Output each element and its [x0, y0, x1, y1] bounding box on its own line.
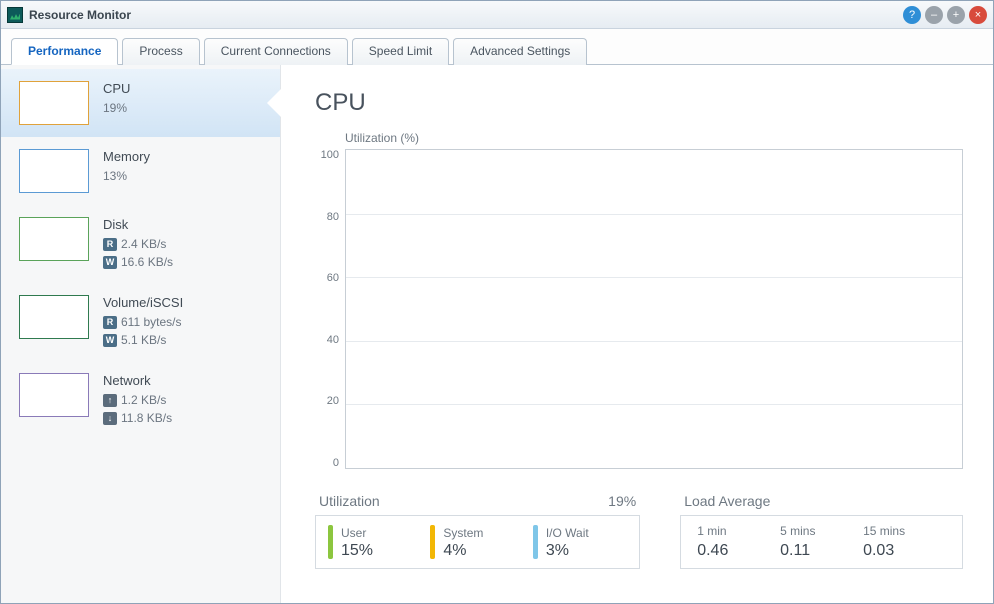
sidebar-item-value: W 16.6 KB/s	[103, 253, 266, 271]
app-icon	[7, 7, 23, 23]
chart-y-axis: 100 80 60 40 20 0	[315, 149, 345, 469]
read-icon: R	[103, 316, 117, 329]
page-title: CPU	[315, 89, 963, 117]
sidebar-item-value: 13%	[103, 167, 266, 185]
tab-advanced-settings[interactable]: Advanced Settings	[453, 38, 587, 65]
la-5min: 5 mins 0.11	[780, 524, 863, 560]
la-15min: 15 mins 0.03	[863, 524, 946, 560]
window-title: Resource Monitor	[29, 8, 903, 22]
stat-user: User 15%	[328, 524, 422, 560]
chart-plot-area	[345, 149, 963, 469]
load-average-title: Load Average	[684, 493, 770, 509]
upload-icon: ↑	[103, 394, 117, 407]
stat-color-bar	[533, 525, 538, 559]
tabstrip: Performance Process Current Connections …	[1, 29, 993, 65]
sidebar-item-label: Volume/iSCSI	[103, 295, 266, 310]
sidebar-item-label: Network	[103, 373, 266, 388]
chart-y-label: Utilization (%)	[345, 131, 963, 145]
read-icon: R	[103, 238, 117, 251]
stat-color-bar	[430, 525, 435, 559]
load-average-block: Load Average 1 min 0.46 5 mins 0.11	[680, 493, 963, 569]
disk-thumb	[19, 217, 89, 261]
write-icon: W	[103, 256, 117, 269]
titlebar: Resource Monitor	[1, 1, 993, 29]
main-panel: CPU Utilization (%) 100 80 60 40 20 0	[281, 65, 993, 603]
body: CPU 19% Memory 13% Disk R 2.4 KB/s	[1, 65, 993, 603]
memory-thumb	[19, 149, 89, 193]
sidebar-item-volume[interactable]: Volume/iSCSI R 611 bytes/s W 5.1 KB/s	[1, 283, 280, 361]
minimize-button[interactable]	[925, 6, 943, 24]
stat-color-bar	[328, 525, 333, 559]
download-icon: ↓	[103, 412, 117, 425]
la-1min: 1 min 0.46	[697, 524, 780, 560]
stat-iowait: I/O Wait 3%	[533, 524, 627, 560]
sidebar-item-value: ↑ 1.2 KB/s	[103, 391, 266, 409]
sidebar-item-label: Disk	[103, 217, 266, 232]
stats-row: Utilization 19% User 15%	[315, 493, 963, 569]
resource-monitor-window: Resource Monitor Performance Process Cur…	[0, 0, 994, 604]
sidebar-item-value: 19%	[103, 99, 266, 117]
sidebar-item-network[interactable]: Network ↑ 1.2 KB/s ↓ 11.8 KB/s	[1, 361, 280, 439]
sidebar-item-label: CPU	[103, 81, 266, 96]
utilization-total: 19%	[608, 493, 636, 509]
sidebar-item-value: ↓ 11.8 KB/s	[103, 409, 266, 427]
stat-system: System 4%	[430, 524, 524, 560]
utilization-title: Utilization	[319, 493, 380, 509]
tab-speed-limit[interactable]: Speed Limit	[352, 38, 449, 65]
network-thumb	[19, 373, 89, 417]
maximize-button[interactable]	[947, 6, 965, 24]
sidebar-item-cpu[interactable]: CPU 19%	[1, 69, 280, 137]
sidebar-item-label: Memory	[103, 149, 266, 164]
sidebar-item-value: R 2.4 KB/s	[103, 235, 266, 253]
tab-process[interactable]: Process	[122, 38, 199, 65]
close-button[interactable]	[969, 6, 987, 24]
sidebar-item-memory[interactable]: Memory 13%	[1, 137, 280, 205]
utilization-block: Utilization 19% User 15%	[315, 493, 640, 569]
help-button[interactable]	[903, 6, 921, 24]
tab-current-connections[interactable]: Current Connections	[204, 38, 348, 65]
volume-thumb	[19, 295, 89, 339]
sidebar-item-value: R 611 bytes/s	[103, 313, 266, 331]
sidebar-item-disk[interactable]: Disk R 2.4 KB/s W 16.6 KB/s	[1, 205, 280, 283]
utilization-box: User 15% System 4%	[315, 515, 640, 569]
sidebar: CPU 19% Memory 13% Disk R 2.4 KB/s	[1, 65, 281, 603]
sidebar-item-value: W 5.1 KB/s	[103, 331, 266, 349]
cpu-thumb	[19, 81, 89, 125]
tab-performance[interactable]: Performance	[11, 38, 118, 65]
write-icon: W	[103, 334, 117, 347]
load-average-box: 1 min 0.46 5 mins 0.11 15 mins 0.03	[680, 515, 963, 569]
window-controls	[903, 6, 987, 24]
utilization-chart: 100 80 60 40 20 0	[315, 149, 963, 469]
